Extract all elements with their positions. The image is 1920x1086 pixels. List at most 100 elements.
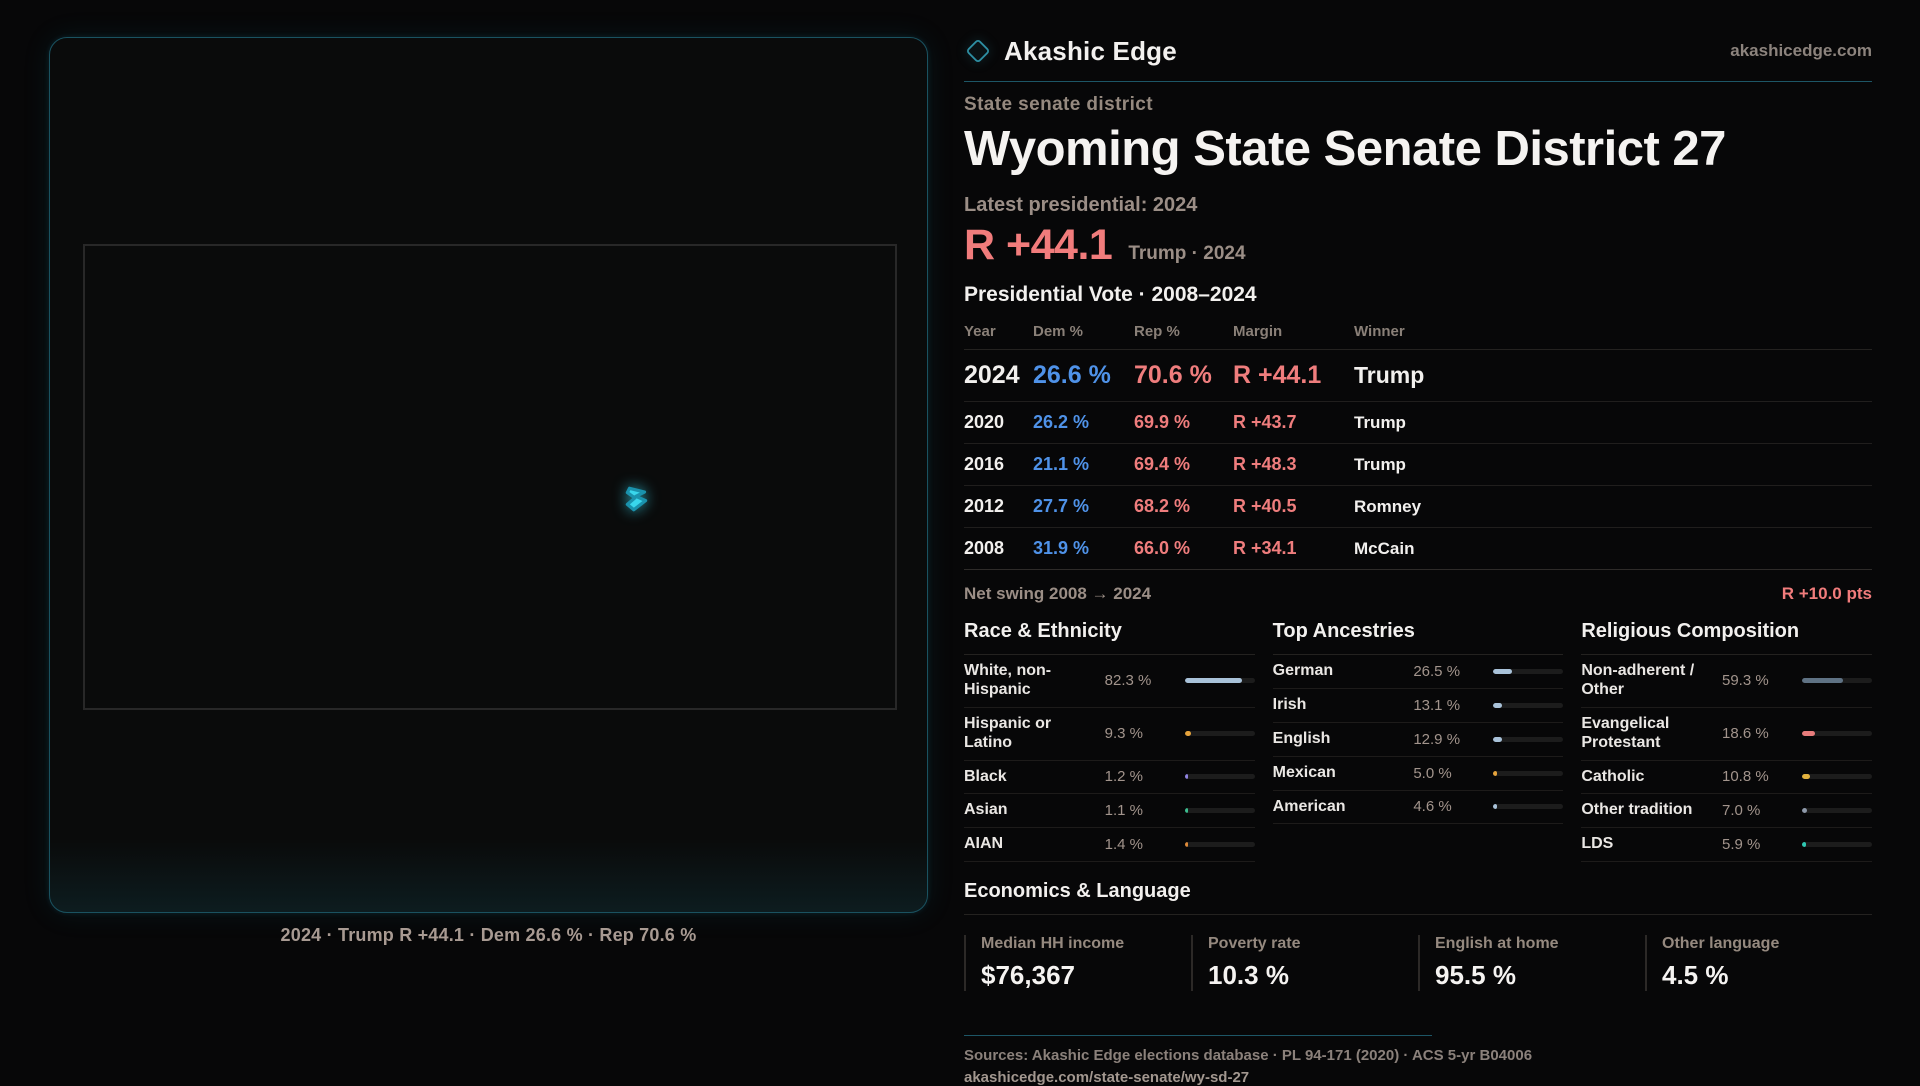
- latest-margin-context: Trump · 2024: [1128, 243, 1246, 264]
- demo-row-american: American 4.6 %: [1272, 791, 1564, 825]
- vote-winner: Trump: [1354, 413, 1406, 432]
- brand-header: Akashic Edge akashicedge.com: [964, 30, 1872, 72]
- demo-row-white-non-hispanic: White, non-Hispanic 82.3 %: [964, 655, 1255, 708]
- vote-dem: 27.7 %: [1033, 496, 1090, 516]
- vote-row-2020: 2020 26.2 % 69.9 % R +43.7 Trump: [964, 402, 1872, 444]
- demo-bar-fill: [1184, 731, 1192, 737]
- demo-row-black: Black 1.2 %: [964, 761, 1255, 795]
- demo-row-hispanic-or-latino: Hispanic or Latino 9.3 %: [964, 708, 1255, 761]
- demo-row-non-adherent-other: Non-adherent / Other 59.3 %: [1581, 655, 1872, 708]
- vote-year: 2016: [964, 454, 1005, 474]
- vote-year: 2012: [964, 496, 1005, 516]
- demo-bar: [1184, 774, 1255, 780]
- vote-row-2024: 2024 26.6 % 70.6 % R +44.1 Trump: [964, 350, 1872, 402]
- page-title: Wyoming State Senate District 27: [964, 122, 1726, 176]
- economics-title: Economics & Language: [964, 880, 1872, 916]
- permalink[interactable]: akashicedge.com/state-senate/wy-sd-27: [964, 1069, 1250, 1086]
- demo-bar: [1801, 774, 1872, 780]
- vote-margin: R +44.1: [1233, 361, 1322, 389]
- vote-year: 2020: [964, 412, 1005, 432]
- demo-bar: [1184, 731, 1255, 737]
- demo-bar-fill: [1184, 678, 1243, 684]
- net-swing-row: Net swing 2008 → 2024 R +10.0 pts: [964, 570, 1872, 614]
- stat-other-language: Other language 4.5 %: [1645, 935, 1872, 992]
- site-link[interactable]: akashicedge.com: [1730, 41, 1872, 60]
- vote-winner: Romney: [1354, 497, 1422, 516]
- demo-label: White, non-Hispanic: [964, 662, 1052, 698]
- vote-winner: Trump: [1354, 455, 1406, 474]
- brand-name: Akashic Edge: [1004, 35, 1177, 66]
- demo-value: 1.2 %: [1104, 768, 1144, 786]
- demo-bar-fill: [1801, 842, 1807, 848]
- stat-label: English at home: [1435, 935, 1559, 953]
- vote-margin: R +43.7: [1233, 412, 1297, 432]
- vote-col-winner: Winner: [1354, 323, 1405, 340]
- district-shape-icon: [625, 486, 648, 512]
- demo-value: 12.9 %: [1413, 730, 1461, 748]
- demo-group-title: Top Ancestries: [1272, 620, 1564, 655]
- vote-table-title: Presidential Vote · 2008–2024: [964, 283, 1257, 306]
- demo-label: Black: [964, 767, 1007, 785]
- vote-dem: 31.9 %: [1033, 538, 1090, 558]
- net-swing-label: Net swing 2008 → 2024: [964, 584, 1152, 603]
- demo-group-religious-composition: Religious Composition Non-adherent / Othe…: [1581, 620, 1872, 863]
- footer-divider: [964, 1035, 1432, 1037]
- vote-dem: 26.2 %: [1033, 412, 1090, 432]
- economics-stats: Median HH income $76,367 Poverty rate 10.3 …: [964, 935, 1872, 992]
- vote-year: 2024: [964, 361, 1020, 389]
- vote-rows: 2024 26.6 % 70.6 % R +44.1 Trump 2020 26.2 % 69…: [964, 350, 1872, 570]
- net-swing-value: R +10.0 pts: [1781, 584, 1872, 603]
- demo-bar-fill: [1801, 808, 1807, 814]
- vote-col-year: Year: [964, 323, 996, 340]
- demo-bar: [1801, 678, 1872, 684]
- demo-value: 59.3 %: [1721, 672, 1769, 690]
- demo-value: 13.1 %: [1413, 696, 1461, 714]
- demo-bar-fill: [1184, 808, 1188, 814]
- demo-bar: [1184, 808, 1255, 814]
- demo-label: Hispanic or Latino: [964, 714, 1052, 751]
- demo-bar: [1493, 770, 1564, 776]
- demo-label: Irish: [1272, 695, 1307, 713]
- vote-row-2012: 2012 27.7 % 68.2 % R +40.5 Romney: [964, 486, 1872, 528]
- demo-bar: [1184, 678, 1255, 684]
- diamond-icon: [967, 40, 989, 62]
- demo-bar: [1493, 668, 1564, 674]
- demo-value: 5.9 %: [1721, 836, 1761, 854]
- district-map-panel: [49, 37, 928, 913]
- demo-label: Other tradition: [1581, 801, 1693, 819]
- demo-group-race-ethnicity: Race & Ethnicity White, non-Hispanic 82.3 …: [964, 620, 1255, 863]
- demo-bar: [1493, 736, 1564, 742]
- demographics-section: Race & Ethnicity White, non-Hispanic 82.3 …: [964, 620, 1872, 863]
- latest-margin-row: R +44.1 Trump · 2024: [964, 221, 1872, 270]
- stat-poverty-rate: Poverty rate 10.3 %: [1191, 935, 1418, 992]
- stat-label: Median HH income: [981, 935, 1125, 953]
- vote-margin: R +40.5: [1233, 496, 1297, 516]
- demo-row-asian: Asian 1.1 %: [964, 794, 1255, 829]
- stat-value: 10.3 %: [1208, 960, 1289, 991]
- demo-row-english: English 12.9 %: [1272, 723, 1564, 757]
- demo-label: Non-adherent / Other: [1581, 662, 1695, 698]
- demo-value: 1.1 %: [1104, 802, 1144, 820]
- demo-bar: [1801, 808, 1872, 814]
- demo-bar-fill: [1801, 678, 1844, 684]
- demo-label: English: [1272, 729, 1331, 747]
- demo-group-title: Race & Ethnicity: [964, 620, 1255, 655]
- demo-bar: [1493, 702, 1564, 708]
- stat-value: $76,367: [981, 960, 1075, 991]
- vote-margin: R +48.3: [1233, 454, 1297, 474]
- demo-bar: [1801, 731, 1872, 737]
- demo-bar-fill: [1801, 731, 1815, 737]
- demo-value: 26.5 %: [1413, 662, 1461, 680]
- state-outline: [83, 244, 897, 710]
- demo-bar: [1184, 842, 1255, 848]
- footer: Sources: Akashic Edge elections database…: [964, 1035, 1872, 1086]
- demo-value: 7.0 %: [1721, 802, 1761, 820]
- demo-bar-fill: [1184, 842, 1188, 848]
- vote-margin: R +34.1: [1233, 538, 1297, 558]
- demo-row-lds: LDS 5.9 %: [1581, 828, 1872, 863]
- latest-margin-value: R +44.1: [964, 221, 1113, 269]
- demo-value: 5.0 %: [1413, 764, 1452, 782]
- demo-bar-fill: [1493, 770, 1497, 776]
- vote-col-margin: Margin: [1233, 323, 1283, 340]
- vote-dem: 21.1 %: [1033, 454, 1090, 474]
